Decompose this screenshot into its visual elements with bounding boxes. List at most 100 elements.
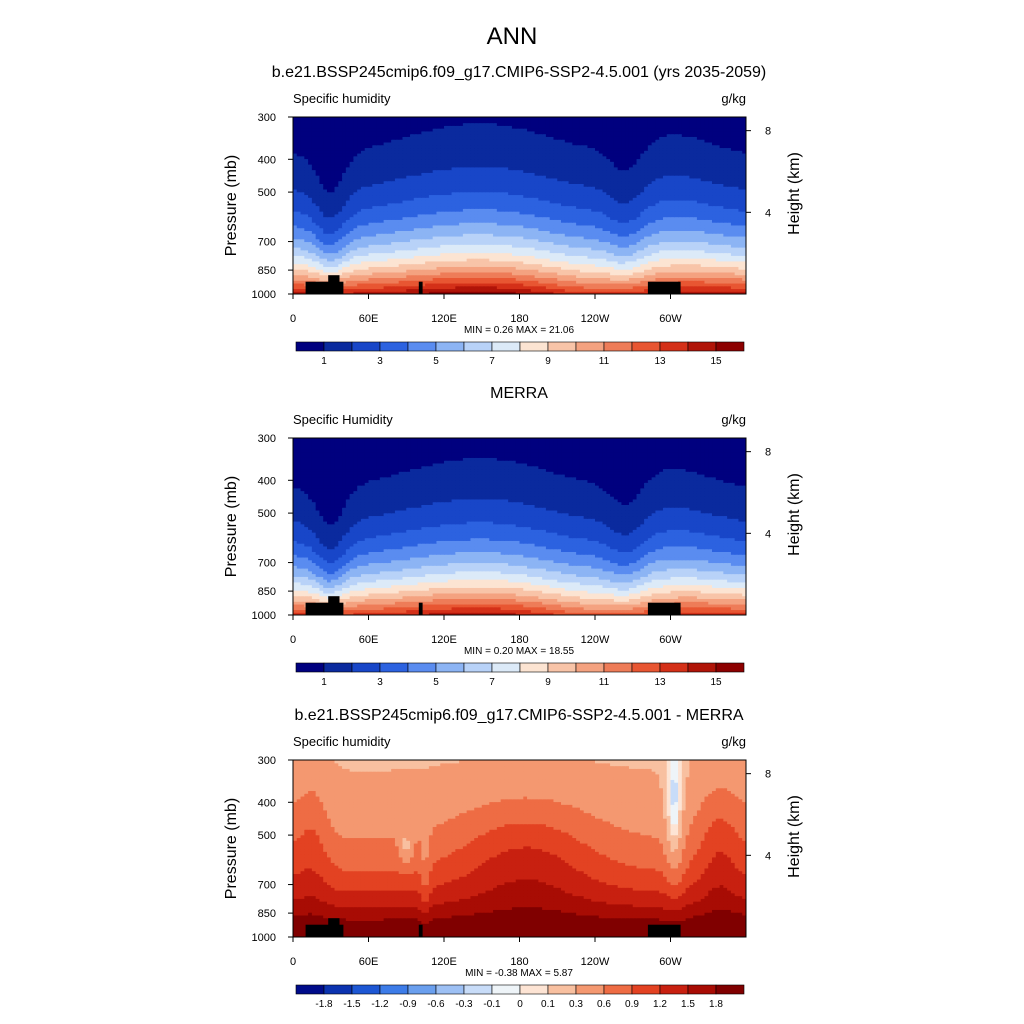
contour-cell <box>651 260 657 265</box>
contour-cell <box>451 202 456 207</box>
contour-cell <box>417 271 422 276</box>
contour-cell <box>659 227 664 231</box>
contour-cell <box>447 280 453 284</box>
contour-cell <box>606 213 611 218</box>
contour-cell <box>576 255 581 259</box>
contour-cell <box>300 277 305 281</box>
contour-cell <box>436 216 441 220</box>
contour-cell <box>493 180 498 184</box>
contour-cell <box>436 233 441 237</box>
contour-cell <box>436 263 441 267</box>
contour-cell <box>436 244 441 248</box>
contour-cell <box>693 205 698 209</box>
contour-cell <box>598 244 604 248</box>
contour-cell <box>474 271 479 276</box>
contour-cell <box>345 280 351 284</box>
contour-cell <box>387 224 392 229</box>
contour-cell <box>296 238 302 243</box>
contour-cell <box>583 244 589 248</box>
contour-cell <box>678 269 683 273</box>
contour-cell <box>655 211 660 215</box>
contour-cell <box>383 222 388 226</box>
contour-cell <box>572 288 577 292</box>
contour-cell <box>515 260 521 265</box>
contour-cell <box>296 255 302 259</box>
contour-cell <box>372 271 377 276</box>
contour-cell <box>406 246 411 251</box>
contour-cell <box>474 241 479 245</box>
contour-cell <box>644 282 649 287</box>
contour-cell <box>296 274 302 279</box>
contour-cell <box>508 183 513 187</box>
contour-cell <box>334 260 339 265</box>
contour-cell <box>311 244 317 248</box>
contour-cell <box>451 263 456 267</box>
contour-cell <box>364 233 370 237</box>
contour-cell <box>383 202 388 207</box>
contour-cell <box>353 191 358 196</box>
contour-cell <box>428 213 434 218</box>
contour-cell <box>587 274 592 279</box>
contour-cell <box>372 266 377 270</box>
contour-cell <box>323 266 328 270</box>
contour-cell <box>530 271 536 276</box>
contour-cell <box>674 186 679 190</box>
contour-cell <box>583 205 589 209</box>
contour-cell <box>523 263 528 267</box>
contour-cell <box>553 191 558 196</box>
contour-cell <box>481 288 487 292</box>
contour-cell <box>379 202 385 207</box>
contour-cell <box>625 191 630 196</box>
contour-cell <box>383 191 388 196</box>
contour-cell <box>334 238 339 243</box>
contour-cell <box>489 177 494 182</box>
contour-cell <box>617 291 623 294</box>
contour-cell <box>293 224 298 229</box>
contour-cell <box>557 183 562 187</box>
contour-cell <box>523 197 528 201</box>
contour-cell <box>530 208 536 212</box>
contour-cell <box>334 208 339 212</box>
contour-cell <box>644 194 649 198</box>
contour-cell <box>470 224 475 229</box>
contour-cell <box>376 197 381 201</box>
contour-cell <box>338 205 343 209</box>
contour-cell <box>296 224 302 229</box>
contour-cell <box>628 230 634 234</box>
contour-cell <box>436 205 441 209</box>
contour-cell <box>640 282 645 287</box>
contour-cell <box>368 274 373 279</box>
contour-cell <box>723 197 728 201</box>
contour-cell <box>425 180 430 184</box>
contour-cell <box>428 197 434 201</box>
contour-cell <box>670 238 675 243</box>
contour-cell <box>700 191 706 196</box>
contour-cell <box>293 258 298 262</box>
contour-cell <box>666 263 672 267</box>
contour-cell <box>326 241 332 245</box>
contour-cell <box>530 277 536 281</box>
contour-cell <box>598 274 604 279</box>
contour-cell <box>338 177 343 182</box>
contour-cell <box>357 252 362 256</box>
contour-cell <box>338 241 343 245</box>
contour-cell <box>738 199 743 204</box>
contour-cell <box>319 177 324 182</box>
contour-cell <box>500 271 506 276</box>
contour-cell <box>353 230 358 234</box>
contour-cell <box>372 238 377 243</box>
contour-cell <box>425 244 430 248</box>
contour-cell <box>293 238 298 243</box>
contour-cell <box>632 260 638 265</box>
contour-cell <box>428 180 434 184</box>
contour-cell <box>693 271 698 276</box>
contour-cell <box>576 180 581 184</box>
contour-cell <box>587 266 592 270</box>
contour-cell <box>644 285 649 290</box>
contour-cell <box>459 194 464 198</box>
contour-cell <box>406 235 411 240</box>
contour-cell <box>334 252 339 256</box>
contour-cell <box>617 277 623 281</box>
contour-cell <box>455 291 460 294</box>
contour-cell <box>368 263 373 267</box>
